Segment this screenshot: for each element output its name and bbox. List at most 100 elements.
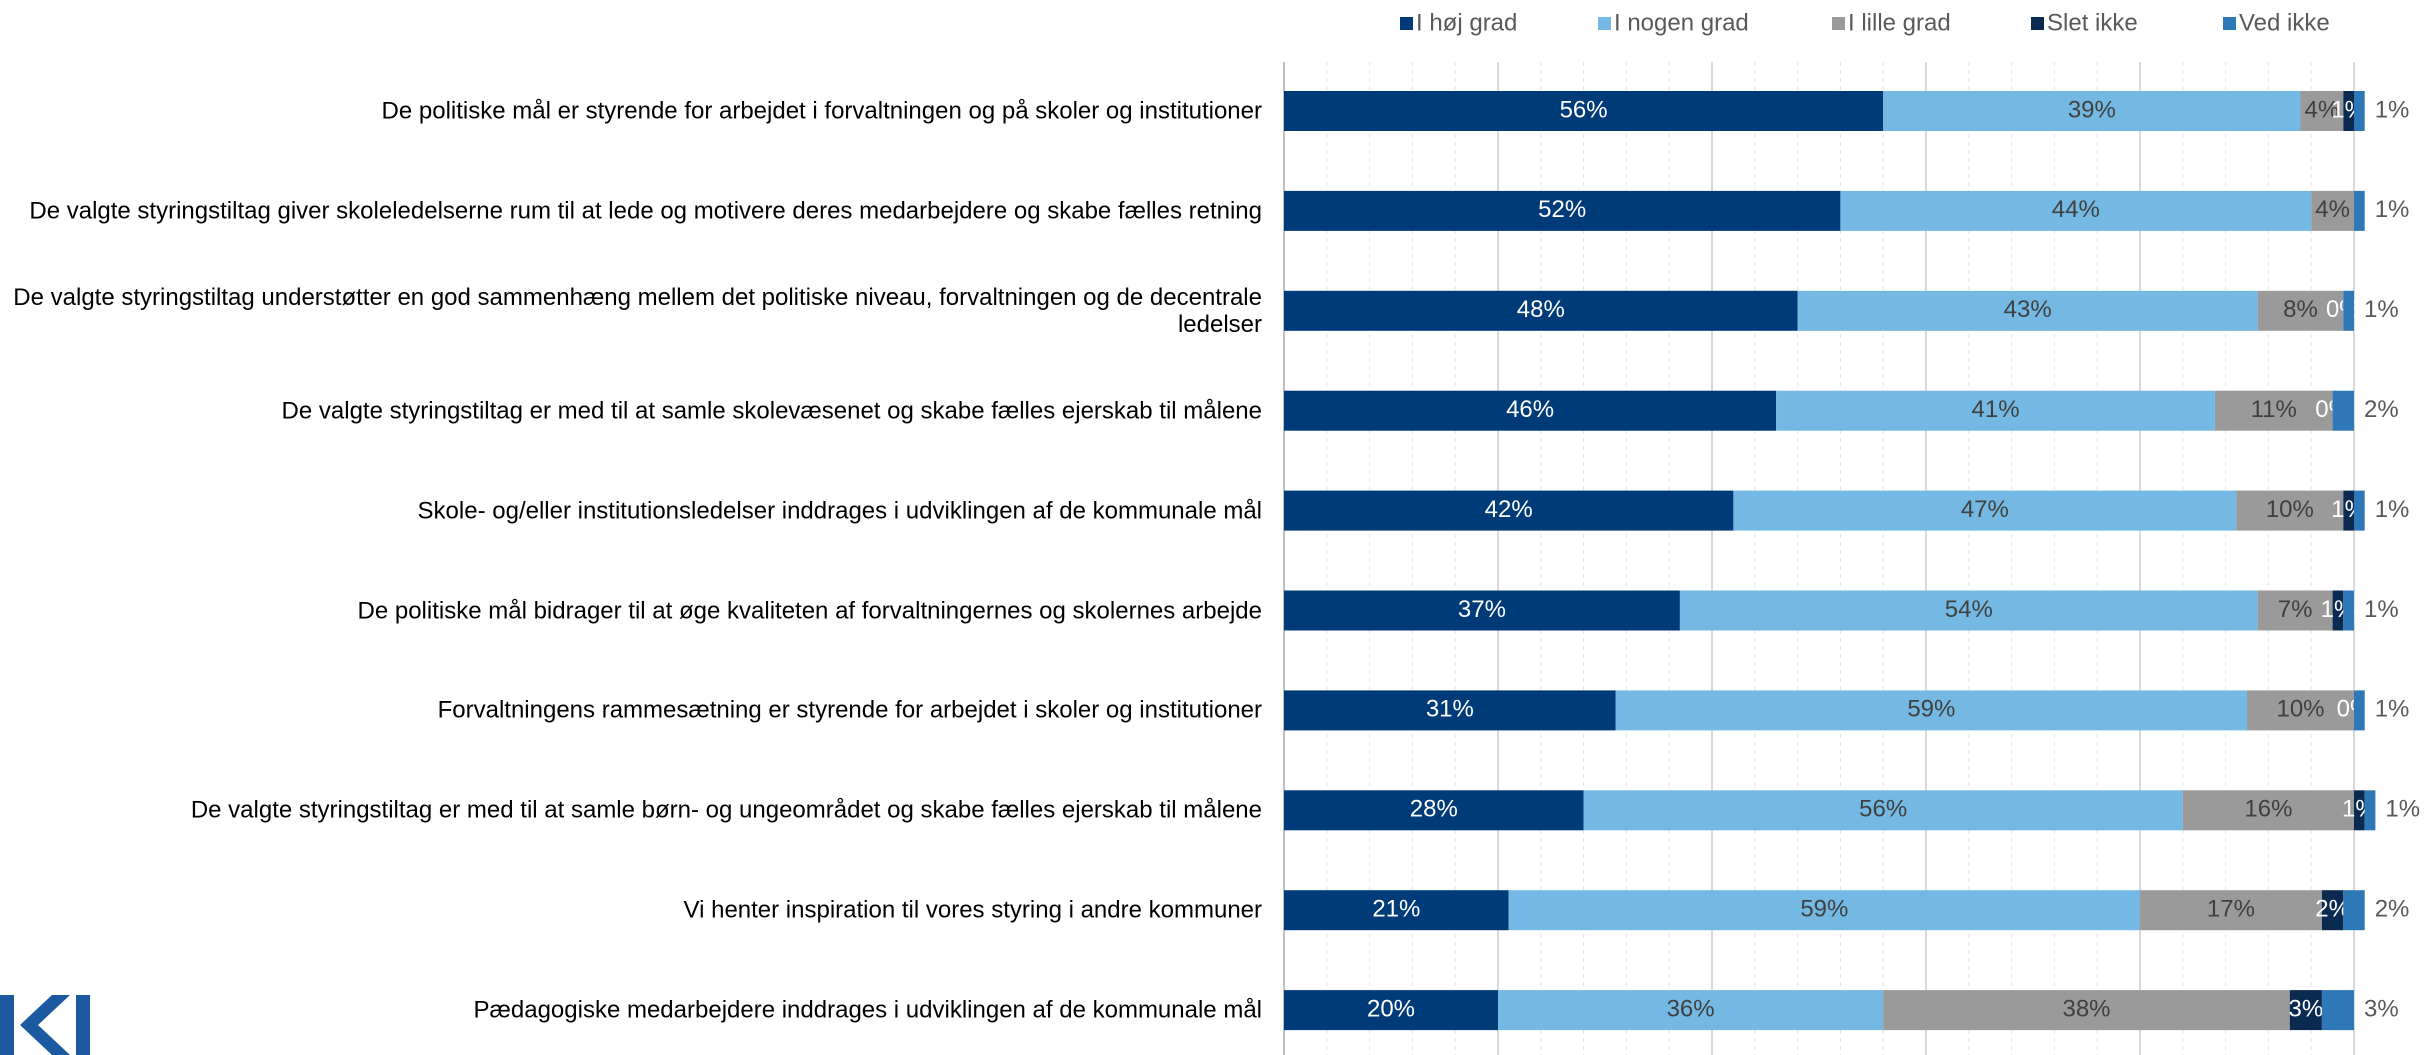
data-label: 1% [2364, 296, 2399, 323]
bar-segment [1284, 790, 1584, 831]
category-label: De valgte styringstiltag er med til at s… [190, 796, 1262, 824]
bar-segment [1883, 990, 2290, 1031]
data-label: 8% [2283, 296, 2318, 323]
bar-segment [2321, 890, 2344, 931]
bar-segment [1284, 91, 1884, 131]
bar-segment [1733, 490, 2237, 531]
data-label: 54% [1945, 596, 1993, 623]
bar-segment [1284, 990, 1498, 1031]
category-label: De politiske mål er styrende for arbejde… [381, 97, 1262, 125]
bar-segment [2343, 490, 2354, 531]
bar-segment [2354, 690, 2365, 731]
data-label: 11% [2251, 396, 2297, 423]
data-label: 59% [1907, 696, 1955, 723]
bar-segment [2354, 790, 2365, 831]
bar-segment [2300, 91, 2344, 131]
bar-segment [1284, 890, 1509, 931]
legend-swatch [2031, 17, 2044, 30]
category-label: Skole- og/eller institutionsledelser ind… [417, 497, 1262, 525]
category-label: De valgte styringstiltag giver skolelede… [29, 197, 1262, 225]
data-label: 59% [1800, 896, 1848, 923]
bar-segment [1679, 590, 2258, 631]
bar-segment [2343, 590, 2354, 631]
bar-segment [2332, 390, 2354, 431]
bar-segment [1840, 190, 2312, 231]
bar-segment [2343, 890, 2365, 931]
legend-label: Slet ikke [2047, 9, 2138, 36]
data-label: 31% [1426, 696, 1474, 723]
legend-label: I høj grad [1416, 9, 1517, 36]
data-label: 1% [2375, 696, 2410, 723]
bar-segment [2140, 890, 2322, 931]
bar-segment [2289, 990, 2322, 1031]
category-label: De politiske mål bidrager til at øge kva… [357, 597, 1262, 624]
data-label: 21% [1372, 896, 1420, 923]
bar-segment [2321, 990, 2354, 1031]
data-label: 1% [2364, 596, 2399, 623]
data-label: 48% [1517, 296, 1565, 323]
data-label: 28% [1410, 796, 1458, 823]
bar-segment [2247, 690, 2354, 731]
data-label: 3% [2289, 995, 2324, 1022]
bar-segment [1284, 290, 1798, 331]
legend-label: I nogen grad [1614, 9, 1749, 36]
data-label: 47% [1961, 496, 2009, 523]
category-label: Vi henter inspiration til vores styring … [683, 896, 1262, 924]
legend-swatch [1400, 17, 1413, 30]
legend-swatch [2223, 17, 2236, 30]
data-label: 16% [2244, 796, 2292, 823]
bar-segment [2311, 190, 2354, 231]
data-label: 7% [2278, 596, 2313, 623]
bar-segment [1797, 290, 2258, 331]
data-label: 39% [2068, 96, 2116, 123]
bar-segment [2182, 790, 2354, 831]
bar-segment [1615, 690, 2247, 731]
bar-segment [1883, 91, 2301, 131]
bar-segment [1284, 190, 1841, 231]
category-label: De valgte styringstiltag er med til at s… [281, 397, 1262, 425]
bar-segment [1284, 590, 1680, 631]
data-label: 17% [2207, 896, 2255, 923]
category-label: Pædagogiske medarbejdere inddrages i udv… [473, 996, 1262, 1024]
data-label: 52% [1538, 196, 1586, 223]
data-label: 2% [2375, 896, 2410, 923]
bar-segment [1284, 390, 1777, 431]
bar-segment [2332, 590, 2344, 631]
legend-swatch [1598, 17, 1611, 30]
bar-segment [2364, 790, 2376, 831]
bar-segment [2354, 190, 2365, 231]
data-label: 44% [2052, 196, 2100, 223]
bar-segment [2343, 91, 2354, 131]
bar-segment [2257, 290, 2344, 331]
data-label: 42% [1485, 496, 1533, 523]
bar-segment [1508, 890, 2140, 931]
category-label: De valgte styringstiltag understøtter en… [13, 283, 1262, 338]
category-label: Forvaltningens rammesætning er styrende … [437, 696, 1262, 724]
bar-segment [2343, 290, 2354, 331]
bar-segment [2257, 590, 2333, 631]
legend-label: Ved ikke [2239, 9, 2330, 36]
data-label: 43% [2004, 296, 2052, 323]
data-label: 3% [2364, 995, 2399, 1022]
bar-segment [1498, 990, 1884, 1031]
bar-segment [1776, 390, 2215, 431]
logo [0, 995, 90, 1055]
data-label: 46% [1506, 396, 1554, 423]
data-label: 56% [1859, 796, 1907, 823]
data-label: 10% [2276, 696, 2324, 723]
legend-swatch [1832, 17, 1845, 30]
bar-segment [1284, 690, 1616, 731]
data-label: 56% [1560, 96, 1608, 123]
bar-segment [1284, 490, 1734, 531]
bar-segment [2236, 490, 2344, 531]
data-label: 10% [2266, 496, 2314, 523]
legend-label: I lille grad [1848, 9, 1951, 36]
data-label: 2% [2364, 396, 2399, 423]
bar-segment [2214, 390, 2333, 431]
data-label: 20% [1367, 995, 1415, 1022]
bar-segment [2354, 490, 2365, 531]
bar-segment [2354, 91, 2365, 131]
data-label: 1% [2385, 796, 2420, 823]
